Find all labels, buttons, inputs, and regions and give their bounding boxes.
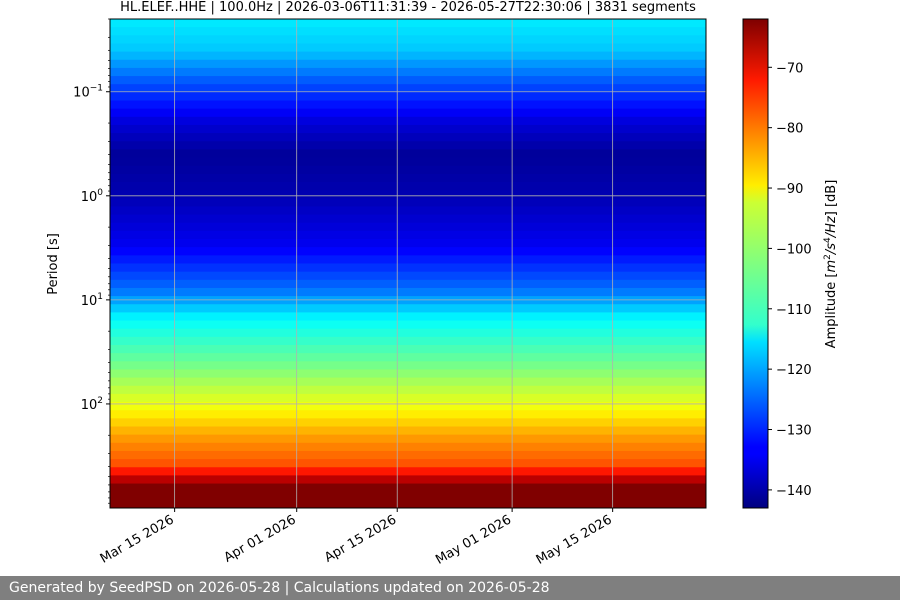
heatmap-band bbox=[110, 230, 706, 240]
heatmap-band bbox=[110, 377, 706, 387]
heatmap-band bbox=[110, 149, 706, 159]
heatmap-band bbox=[110, 76, 706, 85]
heatmap-band bbox=[110, 173, 706, 183]
y-tick-label: 100 bbox=[81, 188, 104, 205]
heatmap-band bbox=[110, 312, 706, 322]
grid-lines bbox=[110, 19, 706, 508]
heatmap bbox=[110, 19, 706, 508]
x-tick-label: May 15 2026 bbox=[534, 512, 615, 567]
y-tick-label: 102 bbox=[81, 396, 103, 413]
heatmap-band bbox=[110, 182, 706, 191]
heatmap-band bbox=[110, 133, 706, 142]
colorbar-tick-label: −70 bbox=[776, 61, 803, 76]
x-tick-label: Apr 15 2026 bbox=[322, 512, 399, 565]
heatmap-band bbox=[110, 296, 706, 305]
psd-chart: HL.ELEF..HHE | 100.0Hz | 2026-03-06T11:3… bbox=[46, 0, 839, 568]
heatmap-band bbox=[110, 459, 706, 468]
heatmap-band bbox=[110, 108, 706, 118]
colorbar-tick-label: −140 bbox=[776, 484, 812, 499]
y-axis-label: Period [s] bbox=[46, 233, 61, 295]
heatmap-band bbox=[110, 475, 706, 485]
heatmap-band bbox=[110, 84, 706, 93]
heatmap-band bbox=[110, 239, 706, 248]
chart-title: HL.ELEF..HHE | 100.0Hz | 2026-03-06T11:3… bbox=[120, 0, 696, 15]
heatmap-band bbox=[110, 369, 706, 379]
heatmap-band bbox=[110, 336, 706, 346]
heatmap-band bbox=[110, 320, 706, 330]
heatmap-band bbox=[110, 206, 706, 216]
y-axis: 10−1 100 101 102 bbox=[73, 18, 110, 504]
heatmap-band bbox=[110, 491, 706, 501]
heatmap-band bbox=[110, 116, 706, 126]
heatmap-band bbox=[110, 271, 706, 281]
heatmap-band bbox=[110, 328, 706, 338]
heatmap-band bbox=[110, 51, 706, 61]
colorbar-gradient bbox=[742, 18, 769, 509]
heatmap-band bbox=[110, 198, 706, 208]
x-axis: Mar 15 2026 Apr 01 2026 Apr 15 2026 May 01 … bbox=[98, 508, 615, 568]
heatmap-band bbox=[110, 450, 706, 460]
heatmap-band bbox=[110, 361, 706, 371]
plot-frame bbox=[109, 18, 707, 509]
colorbar-label: Amplitude [m2/s4/Hz] [dB] bbox=[823, 180, 839, 349]
x-tick-label: Mar 15 2026 bbox=[98, 512, 177, 566]
colorbar: −70 −80 −90 −100 −110 −120 −130 −140 Amplitude … bbox=[742, 18, 839, 509]
colorbar-tick-label: −90 bbox=[776, 182, 803, 197]
heatmap-band bbox=[110, 418, 706, 428]
heatmap-band bbox=[110, 124, 706, 134]
heatmap-band bbox=[110, 255, 706, 265]
heatmap-band bbox=[110, 304, 706, 313]
heatmap-band bbox=[110, 100, 706, 110]
heatmap-band bbox=[110, 157, 706, 167]
y-tick-label: 101 bbox=[81, 292, 103, 309]
colorbar-tick-label: −130 bbox=[776, 424, 812, 439]
heatmap-band bbox=[110, 499, 706, 508]
heatmap-band bbox=[110, 141, 706, 150]
heatmap-band bbox=[110, 426, 706, 436]
heatmap-band bbox=[110, 247, 706, 256]
heatmap-band bbox=[110, 27, 706, 36]
x-tick-label: Apr 01 2026 bbox=[222, 512, 299, 565]
heatmap-band bbox=[110, 19, 706, 28]
heatmap-band bbox=[110, 393, 706, 403]
heatmap-band bbox=[110, 483, 706, 493]
heatmap-band bbox=[110, 467, 706, 476]
colorbar-tick-label: −110 bbox=[776, 303, 812, 318]
heatmap-band bbox=[110, 214, 706, 224]
y-tick-label: 10−1 bbox=[73, 84, 103, 101]
heatmap-band bbox=[110, 263, 706, 273]
heatmap-band bbox=[110, 35, 706, 45]
heatmap-band bbox=[110, 287, 706, 297]
heatmap-band bbox=[110, 410, 706, 419]
heatmap-band bbox=[110, 442, 706, 452]
heatmap-band bbox=[110, 67, 706, 77]
footer-text: Generated by SeedPSD on 2026-05-28 | Cal… bbox=[9, 580, 550, 596]
heatmap-band bbox=[110, 434, 706, 444]
heatmap-band bbox=[110, 353, 706, 362]
heatmap-band bbox=[110, 345, 706, 354]
heatmap-band bbox=[110, 92, 706, 102]
heatmap-band bbox=[110, 43, 706, 53]
footer-bar: Generated by SeedPSD on 2026-05-28 | Cal… bbox=[0, 576, 900, 600]
heatmap-band bbox=[110, 385, 706, 395]
heatmap-band bbox=[110, 222, 706, 232]
x-tick-label: May 01 2026 bbox=[433, 512, 514, 567]
heatmap-band bbox=[110, 279, 706, 289]
heatmap-band bbox=[110, 402, 706, 411]
colorbar-tick-label: −120 bbox=[776, 363, 812, 378]
heatmap-band bbox=[110, 165, 706, 175]
colorbar-tick-label: −100 bbox=[776, 242, 812, 257]
colorbar-tick-label: −80 bbox=[776, 122, 803, 137]
heatmap-band bbox=[110, 59, 706, 69]
heatmap-band bbox=[110, 190, 706, 199]
